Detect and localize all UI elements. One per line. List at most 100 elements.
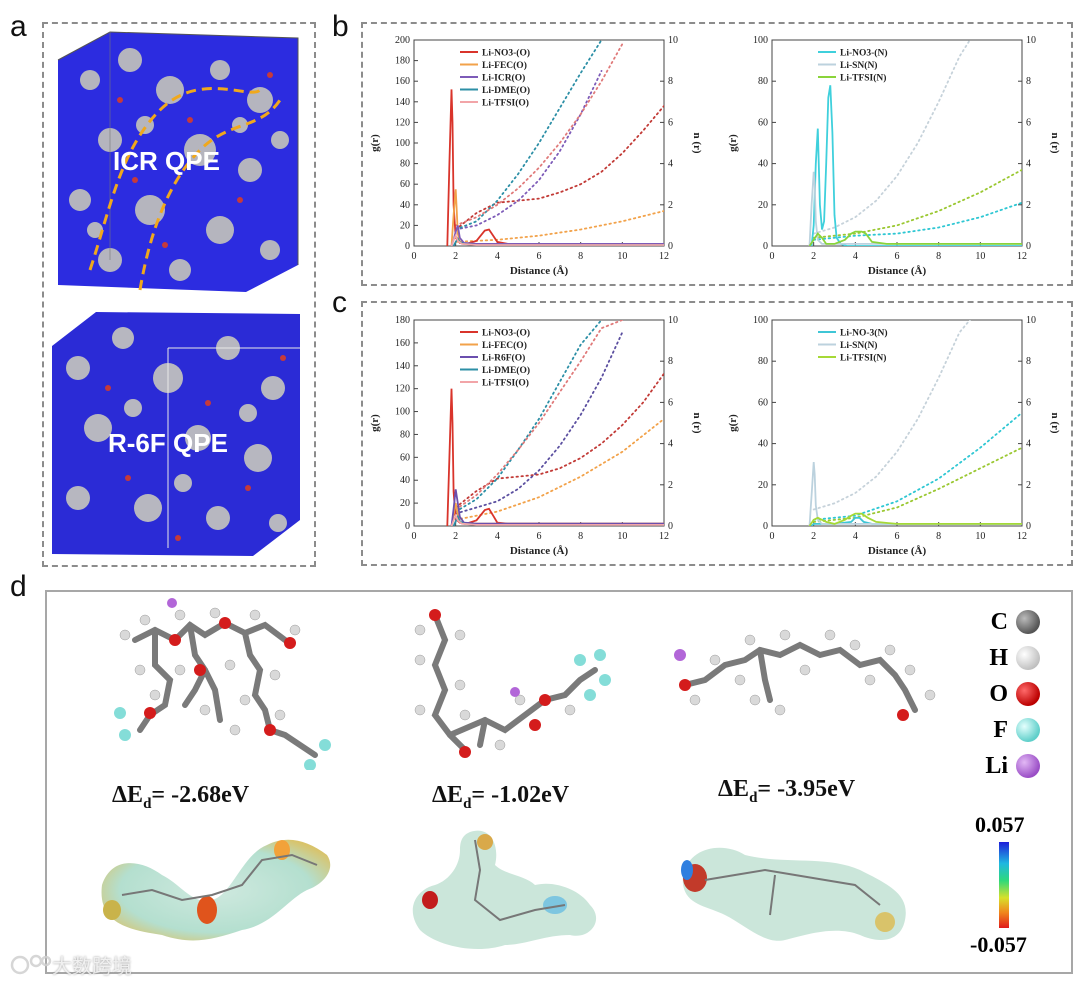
- g-series-line: [810, 516, 1022, 526]
- n-series-line: [812, 40, 971, 235]
- x-tick-label: 0: [770, 531, 775, 542]
- g-series-line: [450, 233, 664, 246]
- g-series-line: [446, 89, 664, 246]
- g-series-line: [450, 513, 664, 526]
- y2-tick-label: 10: [668, 315, 678, 326]
- y-tick-label: 80: [400, 429, 410, 440]
- x-tick-label: 10: [975, 251, 985, 262]
- legend-label: Li-SN(N): [840, 340, 877, 351]
- y-tick-label: 140: [395, 361, 410, 372]
- x-tick-label: 10: [617, 531, 627, 542]
- y-tick-label: 60: [758, 397, 768, 408]
- molecule-2-structure: [414, 609, 611, 758]
- y-tick-label: 80: [758, 356, 768, 367]
- y2-tick-label: 10: [1026, 35, 1036, 46]
- x-tick-label: 12: [659, 251, 669, 262]
- n-series-line: [812, 446, 1022, 523]
- y-tick-label: 120: [395, 384, 410, 395]
- lithium-atom-icon: [1016, 754, 1040, 778]
- y-axis-label: g(r): [369, 134, 381, 152]
- x-tick-label: 2: [811, 531, 816, 542]
- y-tick-label: 0: [763, 241, 768, 252]
- energy-label-2: ΔEd= -1.02eV: [432, 782, 569, 813]
- panel-label-c: c: [332, 286, 347, 319]
- fluorine-atom-icon: [1016, 718, 1040, 742]
- y2-tick-label: 8: [668, 356, 673, 367]
- legend-label: Li-NO3-(O): [482, 328, 530, 339]
- legend-label: Li-NO3-(N): [840, 48, 888, 59]
- legend-label: Li-ICR(O): [482, 73, 525, 84]
- legend-label: Li-FEC(O): [482, 340, 527, 351]
- g-series-line: [450, 502, 664, 526]
- atom-legend-item: C: [968, 604, 1048, 640]
- y-axis-label: g(r): [369, 414, 381, 432]
- y2-axis-label: n (r): [1049, 132, 1061, 153]
- x-tick-label: 10: [617, 251, 627, 262]
- y2-tick-label: 0: [1026, 241, 1031, 252]
- esp-surface-2: [412, 830, 597, 950]
- watermark-text: 大数跨境: [52, 956, 132, 978]
- energy-3-value: = -3.95eV: [757, 776, 856, 802]
- colorbar-max-label: 0.057: [975, 812, 1025, 837]
- plot-frame: [413, 39, 665, 247]
- y-tick-label: 0: [405, 241, 410, 252]
- y2-tick-label: 4: [668, 439, 673, 450]
- plot-frame: [771, 319, 1023, 527]
- n-series-line: [454, 331, 624, 515]
- y-tick-label: 120: [395, 117, 410, 128]
- y2-tick-label: 6: [1026, 397, 1031, 408]
- g-series-line: [446, 388, 664, 526]
- x-tick-label: 12: [1017, 251, 1027, 262]
- y2-tick-label: 4: [1026, 159, 1031, 170]
- y-tick-label: 100: [753, 35, 768, 46]
- y-tick-label: 160: [395, 338, 410, 349]
- y2-tick-label: 2: [1026, 480, 1031, 491]
- n-series-line: [812, 168, 1022, 239]
- panel-label-a: a: [10, 10, 27, 43]
- y-tick-label: 80: [400, 159, 410, 170]
- panel-a-frame: [42, 22, 316, 567]
- atom-legend-label: H: [989, 644, 1008, 671]
- y-tick-label: 40: [400, 200, 410, 211]
- legend-label: Li-NO-3(N): [840, 328, 888, 339]
- x-axis-label: Distance (Å): [868, 265, 927, 277]
- y2-tick-label: 4: [1026, 439, 1031, 450]
- y-tick-label: 0: [405, 521, 410, 532]
- n-series-line: [454, 320, 603, 513]
- energy-3-delta: ΔE: [718, 776, 750, 802]
- y-tick-label: 20: [758, 200, 768, 211]
- atom-legend-label: O: [989, 680, 1008, 707]
- x-tick-label: 6: [537, 531, 542, 542]
- y2-tick-label: 10: [1026, 315, 1036, 326]
- y2-tick-label: 0: [1026, 521, 1031, 532]
- atom-legend: C H O F Li: [968, 604, 1048, 784]
- legend-label: Li-SN(N): [840, 60, 877, 71]
- panel-label-b: b: [332, 10, 349, 43]
- x-tick-label: 12: [1017, 531, 1027, 542]
- watermark-logo-icon: [10, 954, 52, 974]
- y-tick-label: 40: [758, 439, 768, 450]
- y-tick-label: 100: [395, 138, 410, 149]
- atom-legend-item: O: [968, 676, 1048, 712]
- x-tick-label: 4: [853, 251, 858, 262]
- energy-2-value: = -1.02eV: [471, 782, 570, 808]
- icr-qpe-label: ICR QPE: [113, 146, 220, 176]
- x-tick-label: 0: [412, 531, 417, 542]
- y-tick-label: 60: [758, 117, 768, 128]
- n-series-line: [812, 320, 971, 511]
- y-tick-label: 180: [395, 315, 410, 326]
- n-series-line: [454, 40, 603, 231]
- x-tick-label: 2: [453, 251, 458, 262]
- x-tick-label: 2: [453, 531, 458, 542]
- icr-qpe-structure-image: [57, 31, 299, 292]
- y-tick-label: 100: [753, 315, 768, 326]
- panel-b-frame: [361, 22, 1073, 286]
- n-series-line: [454, 320, 624, 511]
- g-series-line: [450, 489, 664, 526]
- energy-1-value: = -2.68eV: [151, 782, 250, 808]
- n-series-line: [454, 210, 664, 243]
- g-series-line: [808, 230, 1022, 246]
- y2-tick-label: 4: [668, 159, 673, 170]
- y2-tick-label: 2: [668, 200, 673, 211]
